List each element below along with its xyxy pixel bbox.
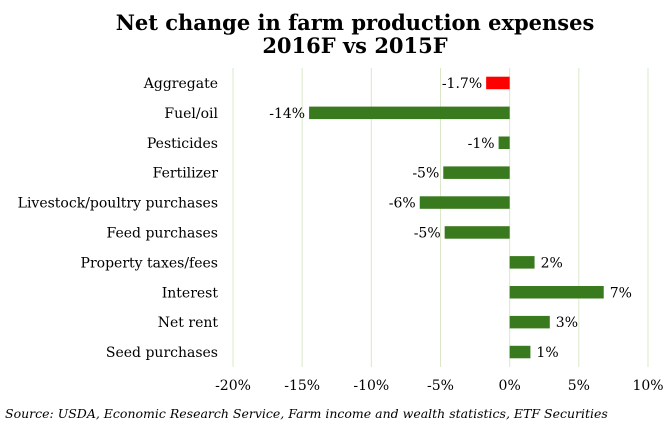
chart-subtitle: 2016F vs 2015F <box>262 33 447 58</box>
category-label: Property taxes/fees <box>81 255 218 271</box>
source-note: Source: USDA, Economic Research Service,… <box>5 406 608 421</box>
bar <box>498 136 510 149</box>
data-label: 1% <box>536 345 558 361</box>
category-label: Interest <box>162 285 219 301</box>
data-label: 2% <box>541 255 563 271</box>
bar <box>419 196 510 209</box>
bar <box>309 106 510 120</box>
bars <box>309 76 604 359</box>
bar <box>509 345 531 359</box>
data-label: -14% <box>269 106 305 122</box>
bar <box>509 286 604 299</box>
data-label: 3% <box>556 315 578 331</box>
x-tick-label: -5% <box>427 378 454 394</box>
data-label: -6% <box>389 196 416 212</box>
category-label: Net rent <box>158 315 219 331</box>
x-axis-ticks: -20% -15% -10% -5% 0% 5% 10% <box>215 378 663 394</box>
category-label: Aggregate <box>143 76 218 92</box>
category-label: Feed purchases <box>107 225 218 241</box>
data-label: -5% <box>412 166 439 182</box>
bar <box>509 315 550 329</box>
data-label: -1.7% <box>442 76 482 92</box>
data-label: -1% <box>468 136 495 152</box>
x-tick-label: 5% <box>568 378 590 394</box>
chart-title: Net change in farm production expenses <box>116 10 595 35</box>
x-tick-label: -15% <box>284 378 320 394</box>
bar <box>509 256 535 269</box>
category-label: Pesticides <box>147 136 218 152</box>
category-label: Fertilizer <box>153 166 219 182</box>
x-tick-label: -20% <box>215 378 251 394</box>
data-label: 7% <box>610 285 632 301</box>
category-label: Fuel/oil <box>164 106 218 122</box>
category-labels: Aggregate Fuel/oil Pesticides Fertilizer Liv… <box>18 76 219 361</box>
bar <box>486 76 510 90</box>
data-labels: -1.7% -14% -1% -5% -6% -5% 2% 7% 3% 1% <box>269 76 632 361</box>
x-tick-label: 10% <box>632 378 663 394</box>
category-label: Livestock/poultry purchases <box>18 196 218 212</box>
bar <box>444 226 510 239</box>
data-label: -5% <box>414 225 441 241</box>
bar <box>443 166 510 179</box>
x-tick-label: -10% <box>353 378 389 394</box>
category-label: Seed purchases <box>106 345 218 361</box>
x-tick-label: 0% <box>499 378 521 394</box>
